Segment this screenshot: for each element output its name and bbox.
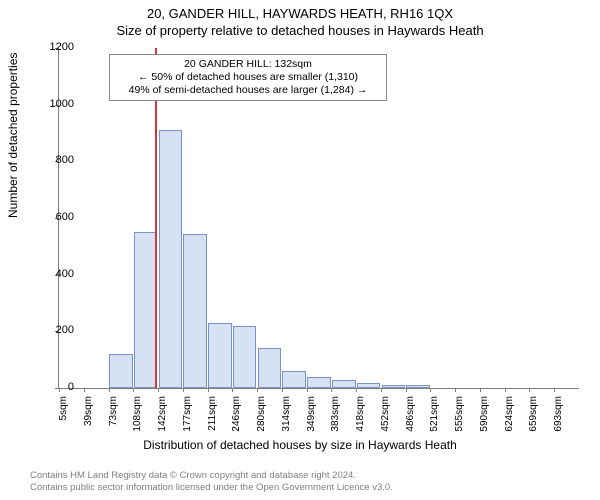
- ytick-label: 1000: [34, 98, 74, 110]
- annotation-box: 20 GANDER HILL: 132sqm← 50% of detached …: [109, 54, 387, 101]
- xtick-label: 211sqm: [207, 396, 218, 436]
- histogram-bar: [382, 385, 406, 388]
- xtick-label: 659sqm: [528, 396, 539, 436]
- title-line-2: Size of property relative to detached ho…: [0, 23, 600, 38]
- histogram-bar: [109, 354, 133, 388]
- xtick-label: 177sqm: [182, 396, 193, 436]
- xtick-label: 590sqm: [479, 396, 490, 436]
- xtick-mark: [208, 388, 209, 392]
- ytick-label: 0: [34, 381, 74, 393]
- title-block: 20, GANDER HILL, HAYWARDS HEATH, RH16 1Q…: [0, 0, 600, 38]
- x-axis-label: Distribution of detached houses by size …: [0, 438, 600, 452]
- footer-line-2: Contains public sector information licen…: [30, 482, 393, 494]
- xtick-label: 39sqm: [83, 396, 94, 436]
- xtick-label: 486sqm: [405, 396, 416, 436]
- ytick-label: 200: [34, 324, 74, 336]
- xtick-mark: [406, 388, 407, 392]
- xtick-mark: [480, 388, 481, 392]
- xtick-label: 418sqm: [355, 396, 366, 436]
- xtick-mark: [307, 388, 308, 392]
- histogram-bar: [208, 323, 232, 388]
- xtick-mark: [554, 388, 555, 392]
- ytick-label: 600: [34, 211, 74, 223]
- xtick-label: 452sqm: [380, 396, 391, 436]
- xtick-label: 521sqm: [429, 396, 440, 436]
- histogram-bar: [183, 234, 207, 388]
- xtick-mark: [183, 388, 184, 392]
- xtick-label: 142sqm: [157, 396, 168, 436]
- xtick-label: 314sqm: [281, 396, 292, 436]
- xtick-mark: [282, 388, 283, 392]
- xtick-label: 555sqm: [454, 396, 465, 436]
- xtick-label: 246sqm: [231, 396, 242, 436]
- xtick-mark: [430, 388, 431, 392]
- histogram-bar: [258, 348, 282, 388]
- plot-outer: 20 GANDER HILL: 132sqm← 50% of detached …: [58, 48, 578, 388]
- xtick-mark: [381, 388, 382, 392]
- histogram-bar: [282, 371, 306, 388]
- histogram-bar: [134, 232, 158, 388]
- ytick-label: 1200: [34, 41, 74, 53]
- y-axis-label: Number of detached properties: [6, 53, 20, 218]
- histogram-bar: [307, 377, 331, 388]
- xtick-mark: [84, 388, 85, 392]
- xtick-label: 108sqm: [132, 396, 143, 436]
- title-line-1: 20, GANDER HILL, HAYWARDS HEATH, RH16 1Q…: [0, 6, 600, 21]
- histogram-bar: [159, 130, 183, 388]
- xtick-label: 5sqm: [58, 396, 69, 436]
- histogram-bar: [233, 326, 257, 388]
- xtick-label: 383sqm: [330, 396, 341, 436]
- footer-attribution: Contains HM Land Registry data © Crown c…: [30, 470, 393, 494]
- xtick-mark: [133, 388, 134, 392]
- xtick-mark: [158, 388, 159, 392]
- annotation-line: 20 GANDER HILL: 132sqm: [118, 58, 378, 71]
- xtick-label: 693sqm: [553, 396, 564, 436]
- xtick-label: 624sqm: [504, 396, 515, 436]
- footer-line-1: Contains HM Land Registry data © Crown c…: [30, 470, 393, 482]
- xtick-label: 73sqm: [108, 396, 119, 436]
- histogram-bar: [332, 380, 356, 389]
- ytick-label: 400: [34, 268, 74, 280]
- xtick-mark: [257, 388, 258, 392]
- xtick-mark: [455, 388, 456, 392]
- xtick-mark: [232, 388, 233, 392]
- xtick-mark: [109, 388, 110, 392]
- xtick-label: 280sqm: [256, 396, 267, 436]
- histogram-bar: [357, 383, 381, 388]
- annotation-line: ← 50% of detached houses are smaller (1,…: [118, 71, 378, 84]
- annotation-line: 49% of semi-detached houses are larger (…: [118, 84, 378, 97]
- ytick-label: 800: [34, 154, 74, 166]
- xtick-mark: [356, 388, 357, 392]
- xtick-mark: [505, 388, 506, 392]
- page-root: 20, GANDER HILL, HAYWARDS HEATH, RH16 1Q…: [0, 0, 600, 500]
- xtick-mark: [331, 388, 332, 392]
- plot-area: 20 GANDER HILL: 132sqm← 50% of detached …: [58, 48, 579, 389]
- xtick-mark: [529, 388, 530, 392]
- xtick-label: 349sqm: [306, 396, 317, 436]
- histogram-bar: [406, 385, 430, 388]
